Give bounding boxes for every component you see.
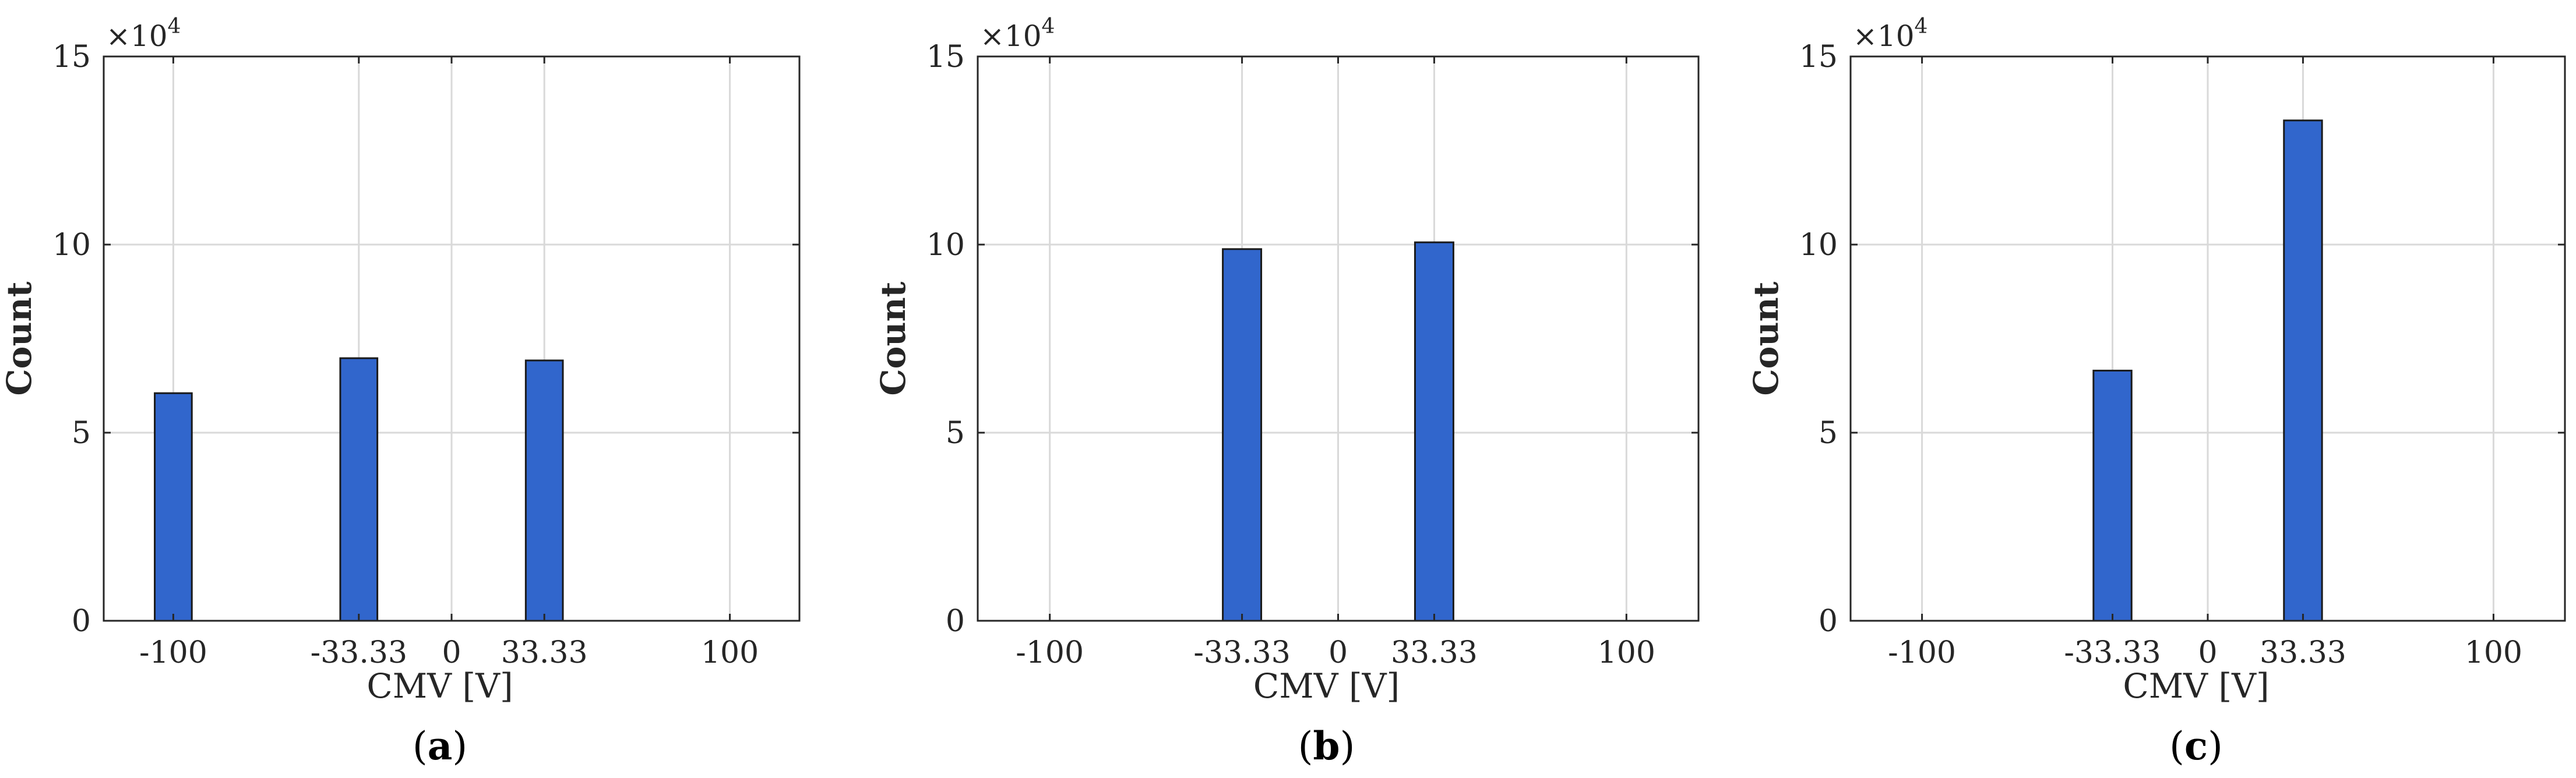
y-tick-label: 5 bbox=[1819, 416, 1838, 451]
y-tick-label: 15 bbox=[926, 40, 965, 75]
y-axis-label: Count bbox=[873, 281, 913, 395]
x-tick-label: 33.33 bbox=[2260, 635, 2346, 670]
y-axis-label: Count bbox=[1746, 281, 1786, 395]
histogram-bar bbox=[524, 359, 564, 622]
histogram-bar bbox=[2283, 119, 2323, 622]
y-tick-label: 5 bbox=[72, 416, 91, 451]
x-tick-label: -33.33 bbox=[1193, 635, 1290, 670]
x-tick-label: -100 bbox=[1016, 635, 1084, 670]
chart-panel-b: -100 -33.33 0 33.33 100 0 5 10 15 ×104 CMV [V] Coun… bbox=[873, 15, 1700, 769]
chart-panel-c: -100 -33.33 0 33.33 100 0 5 10 15 ×104 CMV [V] Coun… bbox=[1746, 15, 2566, 769]
x-tick-label: 100 bbox=[2465, 635, 2522, 670]
x-tick-label: 0 bbox=[442, 635, 461, 670]
histogram-bar bbox=[1222, 248, 1263, 622]
histogram-bar bbox=[154, 392, 193, 622]
panel-caption: (c) bbox=[2169, 723, 2223, 769]
x-tick-label: -33.33 bbox=[311, 635, 407, 670]
histogram-bar bbox=[339, 357, 379, 622]
y-tick-label: 0 bbox=[72, 604, 91, 639]
x-tick-label: 100 bbox=[1598, 635, 1655, 670]
x-tick-label: 0 bbox=[1328, 635, 1348, 670]
panel-caption: (b) bbox=[1298, 723, 1355, 769]
y-axis-multiplier: ×104 bbox=[106, 15, 181, 53]
y-tick-label: 5 bbox=[946, 416, 965, 451]
x-tick-label: 33.33 bbox=[501, 635, 588, 670]
x-tick-label: -33.33 bbox=[2064, 635, 2161, 670]
y-tick-label: 10 bbox=[1799, 228, 1838, 263]
x-axis-label: CMV [V] bbox=[2123, 666, 2269, 706]
panel-caption: (a) bbox=[413, 723, 467, 769]
x-tick-label: 33.33 bbox=[1391, 635, 1478, 670]
y-axis-multiplier: ×104 bbox=[980, 15, 1055, 53]
y-axis-multiplier: ×104 bbox=[1853, 15, 1927, 53]
y-tick-label: 15 bbox=[1799, 40, 1838, 75]
x-axis-label: CMV [V] bbox=[1253, 666, 1400, 706]
x-axis-label: CMV [V] bbox=[367, 666, 513, 706]
chart-panel-a: -100 -33.33 0 33.33 100 0 5 10 15 ×104 CMV [V] Coun… bbox=[0, 15, 801, 769]
y-axis-label: Count bbox=[0, 281, 39, 395]
x-tick-label: 100 bbox=[701, 635, 759, 670]
x-tick-label: -100 bbox=[1888, 635, 1956, 670]
y-tick-label: 15 bbox=[52, 40, 91, 75]
histogram-bar bbox=[2092, 369, 2133, 622]
histogram-bar bbox=[1414, 241, 1454, 622]
y-tick-label: 10 bbox=[52, 228, 91, 263]
x-tick-label: -100 bbox=[139, 635, 207, 670]
y-tick-label: 0 bbox=[946, 604, 965, 639]
x-tick-label: 0 bbox=[2198, 635, 2217, 670]
y-tick-label: 0 bbox=[1819, 604, 1838, 639]
y-tick-label: 10 bbox=[926, 228, 965, 263]
